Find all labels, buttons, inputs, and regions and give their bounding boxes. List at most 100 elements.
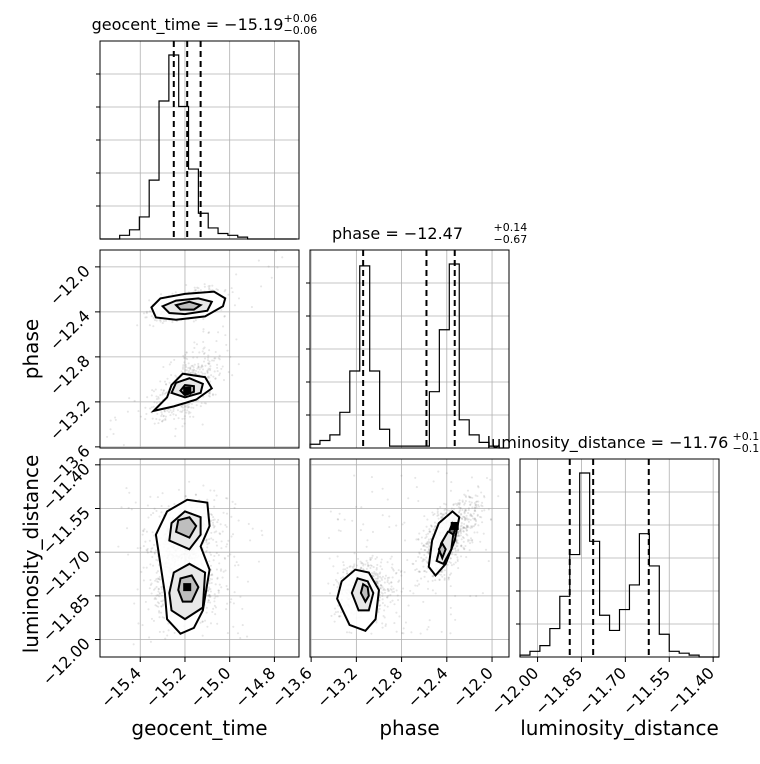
scatter-panel-geocent_time-phase-sample-189 [160, 293, 162, 295]
scatter-panel-phase-luminosity_distance-sample-923 [334, 613, 336, 615]
scatter-panel-geocent_time-luminosity_distance-sample-37 [142, 624, 144, 626]
scatter-panel-phase-luminosity_distance-sample-936 [438, 578, 440, 580]
scatter-panel-geocent_time-phase-sample-917 [161, 420, 163, 422]
scatter-panel-geocent_time-luminosity_distance-sample-1017 [227, 588, 229, 590]
scatter-panel-geocent_time-luminosity_distance-sample-381 [154, 552, 156, 554]
scatter-panel-phase-luminosity_distance-sample-1039 [360, 506, 362, 508]
scatter-panel-phase-luminosity_distance-sample-904 [400, 475, 402, 477]
scatter-panel-phase-luminosity_distance-sample-754 [434, 522, 436, 524]
xtick-label-geocent_time-3: −14.8 [231, 663, 279, 711]
scatter-panel-phase-luminosity_distance-sample-317 [366, 560, 368, 562]
scatter-panel-phase-luminosity_distance-sample-1169 [468, 496, 470, 498]
scatter-panel-phase-luminosity_distance-sample-1166 [423, 544, 425, 546]
scatter-panel-phase-luminosity_distance-sample-1031 [384, 581, 386, 583]
scatter-panel-phase-luminosity_distance-sample-1059 [416, 585, 418, 587]
scatter-panel-phase-luminosity_distance-sample-241 [456, 504, 458, 506]
scatter-panel-phase-luminosity_distance-sample-1316 [392, 568, 394, 570]
scatter-panel-phase-luminosity_distance-sample-233 [461, 538, 463, 540]
scatter-panel-geocent_time-luminosity_distance-sample-799 [215, 606, 217, 608]
scatter-panel-geocent_time-luminosity_distance-sample-1115 [208, 594, 210, 596]
scatter-panel-phase-luminosity_distance-sample-491 [398, 615, 400, 617]
scatter-panel-geocent_time-phase-sample-124 [204, 358, 206, 360]
scatter-panel-geocent_time-luminosity_distance-sample-1140 [155, 510, 157, 512]
title-minus-luminosity_distance: −0.10 [733, 442, 760, 455]
scatter-panel-phase-luminosity_distance-sample-665 [376, 556, 378, 558]
scatter-panel-phase-luminosity_distance-sample-768 [473, 531, 475, 533]
scatter-panel-geocent_time-luminosity_distance-sample-890 [161, 595, 163, 597]
scatter-panel-geocent_time-phase-sample-933 [202, 368, 204, 370]
scatter-panel-geocent_time-luminosity_distance-sample-724 [237, 564, 239, 566]
scatter-panel-phase-luminosity_distance-sample-1263 [424, 559, 426, 561]
scatter-panel-phase-luminosity_distance-sample-729 [475, 504, 477, 506]
scatter-panel-phase-luminosity_distance-sample-165 [337, 586, 339, 588]
xtick-label-geocent_time-2: −15.0 [186, 663, 234, 711]
scatter-panel-geocent_time-phase-sample-755 [201, 365, 203, 367]
scatter-panel-geocent_time-luminosity_distance-sample-742 [143, 579, 145, 581]
scatter-panel-geocent_time-phase-sample-733 [210, 374, 212, 376]
scatter-panel-phase-luminosity_distance-sample-308 [382, 586, 384, 588]
xtick-label-geocent_time-0: −15.4 [97, 663, 145, 711]
scatter-panel-geocent_time-phase-sample-61 [185, 364, 187, 366]
scatter-panel-geocent_time-luminosity_distance-sample-922 [232, 501, 234, 503]
scatter-panel-phase-luminosity_distance-sample-941 [443, 574, 445, 576]
scatter-panel-geocent_time-phase-sample-133 [217, 370, 219, 372]
scatter-panel-geocent_time-phase-sample-308 [156, 398, 158, 400]
scatter-panel-geocent_time-luminosity_distance-sample-328 [220, 547, 222, 549]
scatter-panel-phase-luminosity_distance-sample-864 [451, 564, 453, 566]
scatter-panel-geocent_time-luminosity_distance-sample-1230 [227, 555, 229, 557]
scatter-panel-geocent_time-luminosity_distance-sample-1212 [195, 493, 197, 495]
scatter-panel-geocent_time-phase-sample-310 [186, 409, 188, 411]
scatter-panel-geocent_time-luminosity_distance-sample-1176 [149, 496, 151, 498]
scatter-panel-phase-luminosity_distance-sample-1070 [376, 582, 378, 584]
scatter-panel-phase-luminosity_distance-sample-259 [334, 621, 336, 623]
scatter-panel-phase-luminosity_distance-sample-546 [461, 509, 463, 511]
scatter-panel-phase-luminosity_distance-sample-23 [402, 587, 404, 589]
scatter-panel-geocent_time-luminosity_distance-sample-1220 [224, 524, 226, 526]
scatter-panel-phase-luminosity_distance-sample-302 [477, 514, 479, 516]
scatter-panel-geocent_time-luminosity_distance-sample-1193 [224, 557, 226, 559]
title-luminosity_distance: luminosity_distance = −11.76+0.16−0.10 [487, 430, 760, 455]
scatter-panel-phase-luminosity_distance-sample-865 [467, 490, 469, 492]
scatter-panel-phase-luminosity_distance-sample-979 [333, 584, 335, 586]
scatter-panel-geocent_time-luminosity_distance-sample-615 [145, 601, 147, 603]
scatter-panel-geocent_time-luminosity_distance-sample-559 [214, 525, 216, 527]
scatter-panel-phase-luminosity_distance-sample-1234 [471, 515, 473, 517]
scatter-panel-phase-luminosity_distance-sample-227 [453, 508, 455, 510]
scatter-panel-geocent_time-phase-sample-859 [149, 310, 151, 312]
scatter-panel-phase-luminosity_distance-sample-534 [369, 567, 371, 569]
scatter-panel-phase-luminosity_distance-sample-1057 [436, 515, 438, 517]
scatter-panel-geocent_time-phase-sample-837 [168, 411, 170, 413]
scatter-panel-geocent_time-phase-sample-902 [159, 394, 161, 396]
scatter-panel-geocent_time-luminosity_distance-sample-974 [234, 564, 236, 566]
scatter-panel-geocent_time-phase-sample-715 [209, 392, 211, 394]
scatter-panel-geocent_time-phase-sample-291 [194, 287, 196, 289]
scatter-panel-geocent_time-phase-sample-708 [211, 359, 213, 361]
xtick-label-geocent_time-1: −15.2 [142, 663, 190, 711]
scatter-panel-phase-luminosity_distance-sample-394 [397, 595, 399, 597]
scatter-panel-geocent_time-luminosity_distance-sample-677 [154, 508, 156, 510]
scatter-panel-geocent_time-luminosity_distance-sample-320 [226, 603, 228, 605]
scatter-panel-phase-luminosity_distance-sample-487 [415, 560, 417, 562]
scatter-panel-phase-luminosity_distance-sample-1218 [488, 508, 490, 510]
scatter-panel-geocent_time-phase-sample-872 [232, 291, 234, 293]
scatter-panel-geocent_time-luminosity_distance-sample-542 [157, 570, 159, 572]
scatter-panel-geocent_time-phase-sample-119 [185, 284, 187, 286]
scatter-panel-geocent_time-phase-sample-818 [106, 436, 108, 438]
scatter-panel-phase-luminosity_distance-sample-1327 [364, 563, 366, 565]
scatter-panel-geocent_time-phase-sample-524 [222, 365, 224, 367]
scatter-panel-geocent_time-phase-sample-961 [204, 365, 206, 367]
scatter-panel-phase-luminosity_distance-sample-1193 [435, 592, 437, 594]
scatter-panel-geocent_time-luminosity_distance-sample-785 [219, 584, 221, 586]
scatter-panel-phase-luminosity_distance-sample-1276 [355, 506, 357, 508]
scatter-panel-geocent_time-luminosity_distance-sample-1130 [206, 626, 208, 628]
scatter-panel-phase-luminosity_distance-sample-469 [382, 514, 384, 516]
scatter-panel-phase-luminosity_distance-sample-1140 [362, 568, 364, 570]
scatter-panel-phase-luminosity_distance-sample-1047 [338, 529, 340, 531]
scatter-panel-geocent_time-luminosity_distance-sample-486 [211, 578, 213, 580]
scatter-panel-phase-luminosity_distance-sample-1346 [387, 590, 389, 592]
scatter-panel-phase-luminosity_distance-sample-905 [427, 588, 429, 590]
scatter-panel-geocent_time-luminosity_distance-sample-50 [150, 641, 152, 643]
scatter-panel-geocent_time-luminosity_distance-sample-975 [210, 537, 212, 539]
scatter-panel-phase-luminosity_distance-sample-154 [468, 509, 470, 511]
